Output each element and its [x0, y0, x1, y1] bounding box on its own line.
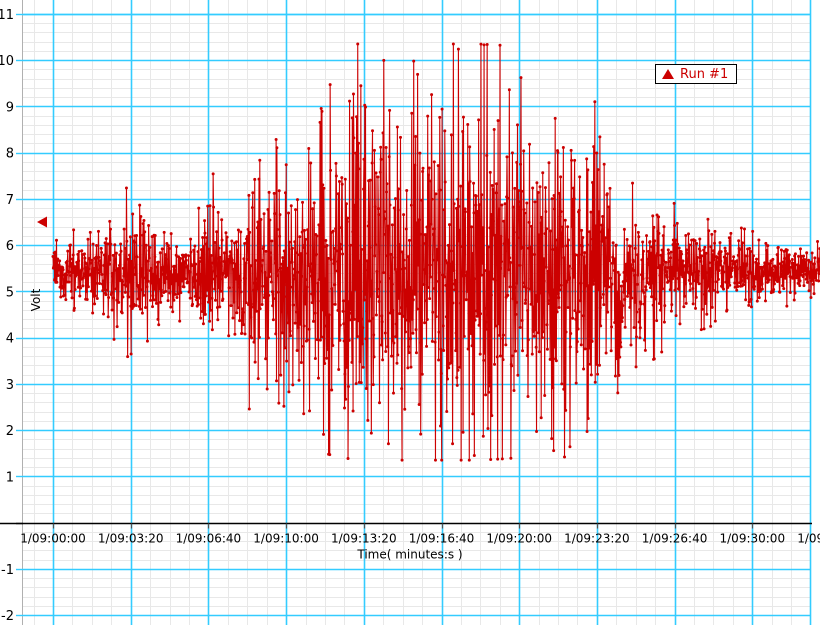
y-tick-label: 9 — [6, 100, 14, 115]
x-tick-label: 1/09:23:20 — [564, 532, 630, 546]
y-tick-label: -1 — [1, 563, 14, 578]
y-tick-label: 11 — [0, 8, 14, 23]
y-tick-label: 10 — [0, 54, 14, 69]
triangle-up-icon — [662, 69, 674, 79]
y-tick-label: 8 — [6, 147, 14, 162]
x-tick-label: 1/09:13:20 — [331, 532, 397, 546]
legend[interactable]: Run #1 — [655, 64, 738, 84]
legend-entry-label: Run #1 — [680, 66, 729, 82]
x-axis-title: Time( minutes:s ) — [356, 548, 462, 562]
x-tick-label: 1/09:10:00 — [253, 532, 319, 546]
x-tick-label: 1/09:16:40 — [409, 532, 475, 546]
x-tick-label: 1/09:03:20 — [98, 532, 164, 546]
x-tick-label: 1/09:30:00 — [720, 532, 786, 546]
y-axis-title-text: Volt — [29, 288, 43, 311]
y-tick-label: 2 — [6, 424, 14, 439]
y-tick-label: 6 — [6, 239, 14, 254]
x-axis-tick-labels: 1/09:00:00 1/09:03:20 1/09:06:40 1/09:10:00… — [20, 532, 820, 546]
triangle-left-icon[interactable] — [37, 216, 47, 228]
y-tick-label: 4 — [6, 332, 14, 347]
y-axis-title: Volt — [29, 288, 43, 311]
y-tick-label: 5 — [6, 285, 14, 300]
x-tick-label: 1/09:26:40 — [642, 532, 708, 546]
series-run-1 — [51, 42, 820, 462]
x-axis-title-text: Time( minutes:s ) — [356, 548, 462, 562]
x-tick-label: 1/09:33:20 — [797, 532, 820, 546]
y-tick-label: 7 — [6, 193, 14, 208]
series-point-markers — [51, 42, 820, 462]
y-tick-label: 3 — [6, 378, 14, 393]
y-tick-label: 1 — [6, 470, 14, 485]
x-tick-label: 1/09:20:00 — [486, 532, 552, 546]
y-axis-tick-labels: 11 10 9 8 7 6 5 4 3 2 1 -1 -2 — [0, 8, 14, 624]
y-tick-label: -2 — [1, 609, 14, 624]
x-tick-label: 1/09:00:00 — [20, 532, 86, 546]
x-tick-label: 1/09:06:40 — [176, 532, 242, 546]
triangle-left-glyph[interactable] — [37, 216, 47, 228]
